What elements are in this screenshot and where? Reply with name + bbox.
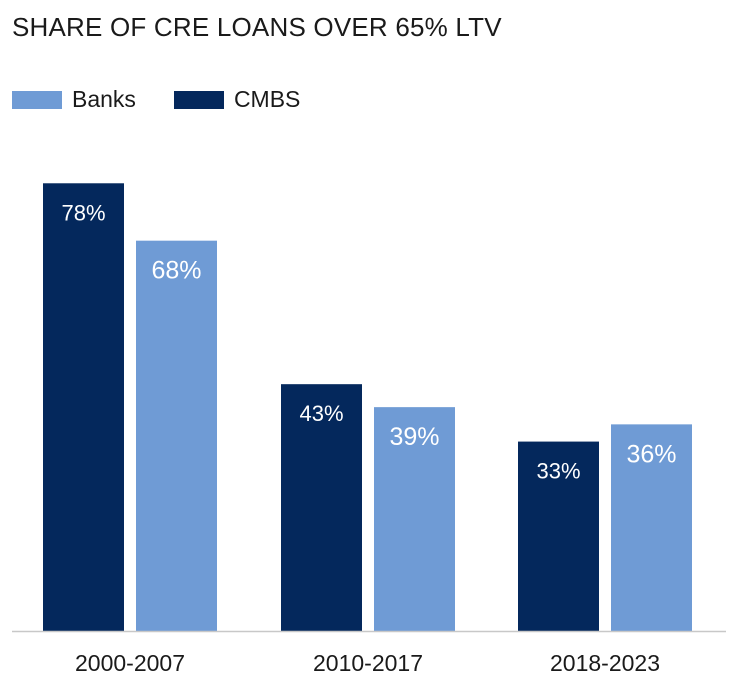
chart-title: SHARE OF CRE LOANS OVER 65% LTV [12,12,502,42]
bar-cmbs-2000-2007 [43,183,124,631]
data-label-cmbs-2010-2017: 43% [299,401,343,426]
bar-banks-2010-2017 [374,407,455,631]
legend-item-cmbs: CMBS [173,86,301,113]
category-label-2010-2017: 2010-2017 [313,650,423,676]
category-label-2018-2023: 2018-2023 [550,650,660,676]
legend-label-banks: Banks [72,86,136,112]
bar-banks-2000-2007 [136,240,217,631]
legend-item-banks: Banks [12,86,136,113]
data-label-cmbs-2000-2007: 78% [61,200,105,225]
legend: Banks CMBS [12,86,338,113]
bar-cmbs-2010-2017 [281,384,362,631]
legend-label-cmbs: CMBS [233,86,301,112]
data-label-banks-2000-2007: 68% [151,257,201,285]
data-label-cmbs-2018-2023: 33% [536,459,580,484]
data-label-banks-2010-2017: 39% [389,423,439,451]
data-label-banks-2018-2023: 36% [626,440,676,468]
category-label-2000-2007: 2000-2007 [75,650,185,676]
bar-cmbs-2018-2023 [518,441,599,631]
legend-swatch-banks [12,90,62,109]
bar-banks-2018-2023 [611,424,692,631]
legend-swatch-cmbs [173,90,224,109]
